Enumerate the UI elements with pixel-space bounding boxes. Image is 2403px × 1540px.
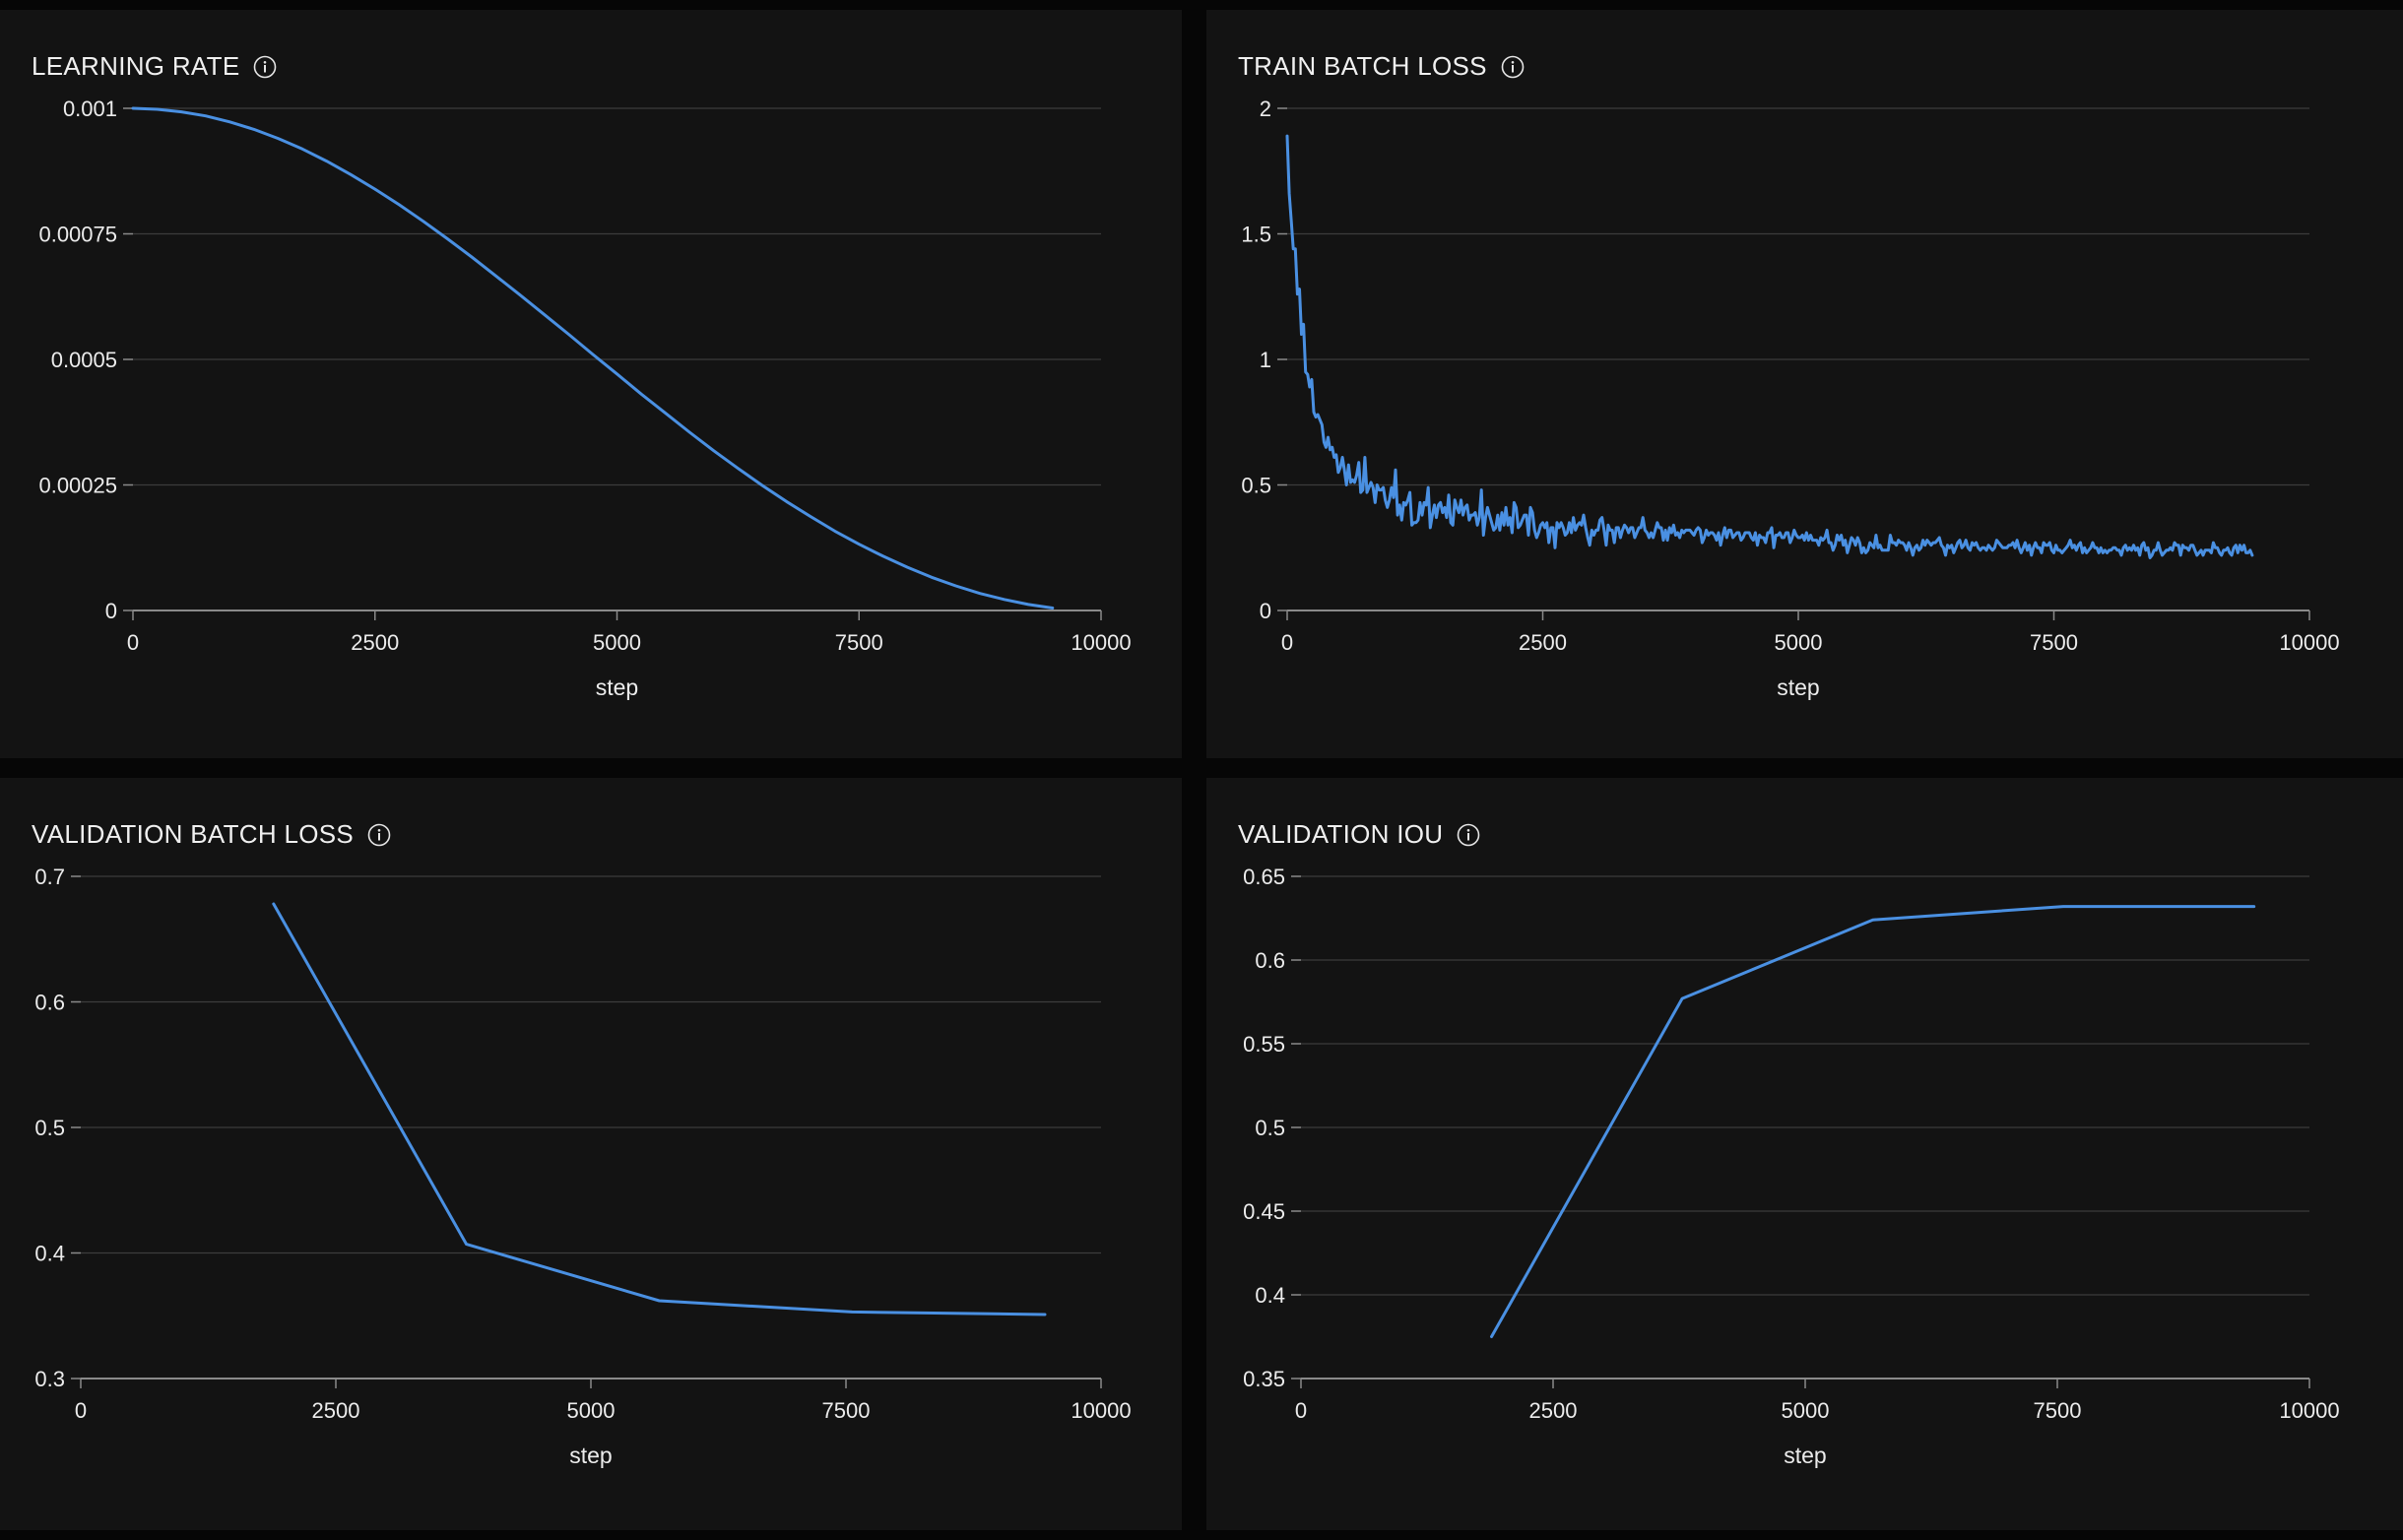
info-icon[interactable] xyxy=(1457,823,1480,847)
validation-iou-title: VALIDATION IOU xyxy=(1238,819,1444,849)
y-tick-label: 0.4 xyxy=(1255,1283,1285,1308)
panel-title: VALIDATION BATCH LOSS xyxy=(32,819,391,850)
x-tick-label: 0 xyxy=(127,630,139,655)
train-batch-loss-panel: TRAIN BATCH LOSS 0 0.5 1 1.5 2 0 2500 5000 7500 1… xyxy=(1206,10,2403,758)
x-tick-label: 0 xyxy=(75,1398,87,1423)
y-tick-label: 0.6 xyxy=(1255,948,1285,973)
y-tick-label: 0.45 xyxy=(1243,1199,1285,1224)
y-tick-label: 1.5 xyxy=(1241,223,1271,247)
y-tick-label: 2 xyxy=(1260,96,1271,121)
x-tick-label: 5000 xyxy=(1782,1398,1830,1423)
x-tick-label: 10000 xyxy=(2279,630,2339,655)
series-line xyxy=(272,902,1047,1316)
x-axis-title: step xyxy=(1784,1443,1826,1468)
y-tick-label: 0.5 xyxy=(1241,474,1271,498)
train-batch-loss-chart: 0 0.5 1 1.5 2 0 2500 5000 7500 10000 step xyxy=(1241,96,2339,700)
x-tick-label: 10000 xyxy=(1071,630,1131,655)
panel-title: LEARNING RATE xyxy=(32,51,277,82)
learning-rate-title: LEARNING RATE xyxy=(32,51,240,81)
series-line xyxy=(1490,905,2256,1338)
validation-iou-panel: VALIDATION IOU 0.35 0.4 0.45 0.5 0.55 0.6 0.65… xyxy=(1206,778,2403,1530)
info-icon[interactable] xyxy=(253,55,277,79)
y-tick-label: 0.7 xyxy=(34,865,65,889)
x-axis-title: step xyxy=(596,674,638,700)
x-axis-title: step xyxy=(1777,674,1819,700)
y-tick-label: 0 xyxy=(105,599,117,623)
validation-iou-chart: 0.35 0.4 0.45 0.5 0.55 0.6 0.65 0 2500 5000 7500 10… xyxy=(1243,865,2339,1468)
y-tick-label: 0.55 xyxy=(1243,1032,1285,1057)
x-tick-label: 2500 xyxy=(1519,630,1567,655)
y-tick-label: 0.001 xyxy=(63,96,117,121)
learning-rate-chart: 0 0.00025 0.0005 0.00075 0.001 0 2500 5000 7500 1… xyxy=(38,96,1131,700)
x-tick-label: 10000 xyxy=(2279,1398,2339,1423)
x-tick-label: 0 xyxy=(1295,1398,1307,1423)
x-tick-label: 7500 xyxy=(835,630,883,655)
x-tick-label: 5000 xyxy=(567,1398,616,1423)
panel-title: TRAIN BATCH LOSS xyxy=(1238,51,1525,82)
series-line xyxy=(1285,134,2254,559)
series-line xyxy=(131,106,1055,610)
validation-batch-loss-chart: 0.3 0.4 0.5 0.6 0.7 0 2500 5000 7500 10000 step xyxy=(34,865,1131,1468)
x-tick-label: 10000 xyxy=(1071,1398,1131,1423)
info-icon[interactable] xyxy=(367,823,391,847)
x-tick-label: 7500 xyxy=(822,1398,871,1423)
y-tick-label: 0.3 xyxy=(34,1367,65,1391)
x-tick-label: 2500 xyxy=(351,630,399,655)
y-tick-label: 0.00025 xyxy=(38,474,117,498)
y-tick-label: 0.35 xyxy=(1243,1367,1285,1391)
y-tick-label: 0.0005 xyxy=(51,348,117,372)
x-axis-title: step xyxy=(569,1443,612,1468)
y-tick-label: 1 xyxy=(1260,348,1271,372)
y-tick-label: 0.4 xyxy=(34,1242,65,1266)
y-tick-label: 0.5 xyxy=(34,1116,65,1140)
x-tick-label: 5000 xyxy=(593,630,641,655)
train-batch-loss-title: TRAIN BATCH LOSS xyxy=(1238,51,1487,81)
validation-batch-loss-title: VALIDATION BATCH LOSS xyxy=(32,819,355,849)
x-tick-label: 2500 xyxy=(312,1398,360,1423)
info-icon[interactable] xyxy=(1501,55,1525,79)
y-tick-label: 0 xyxy=(1260,599,1271,623)
x-tick-label: 7500 xyxy=(2030,630,2078,655)
y-tick-label: 0.65 xyxy=(1243,865,1285,889)
y-tick-label: 0.6 xyxy=(34,991,65,1015)
panel-title: VALIDATION IOU xyxy=(1238,819,1480,850)
learning-rate-panel: LEARNING RATE 0 0.00025 0.0005 0.00075 0.001… xyxy=(0,10,1182,758)
validation-batch-loss-panel: VALIDATION BATCH LOSS 0.3 0.4 0.5 0.6 0.7 0 25… xyxy=(0,778,1182,1530)
x-tick-label: 5000 xyxy=(1775,630,1823,655)
x-tick-label: 7500 xyxy=(2034,1398,2082,1423)
y-tick-label: 0.00075 xyxy=(38,223,117,247)
x-tick-label: 2500 xyxy=(1529,1398,1578,1423)
y-tick-label: 0.5 xyxy=(1255,1116,1285,1140)
x-tick-label: 0 xyxy=(1281,630,1293,655)
